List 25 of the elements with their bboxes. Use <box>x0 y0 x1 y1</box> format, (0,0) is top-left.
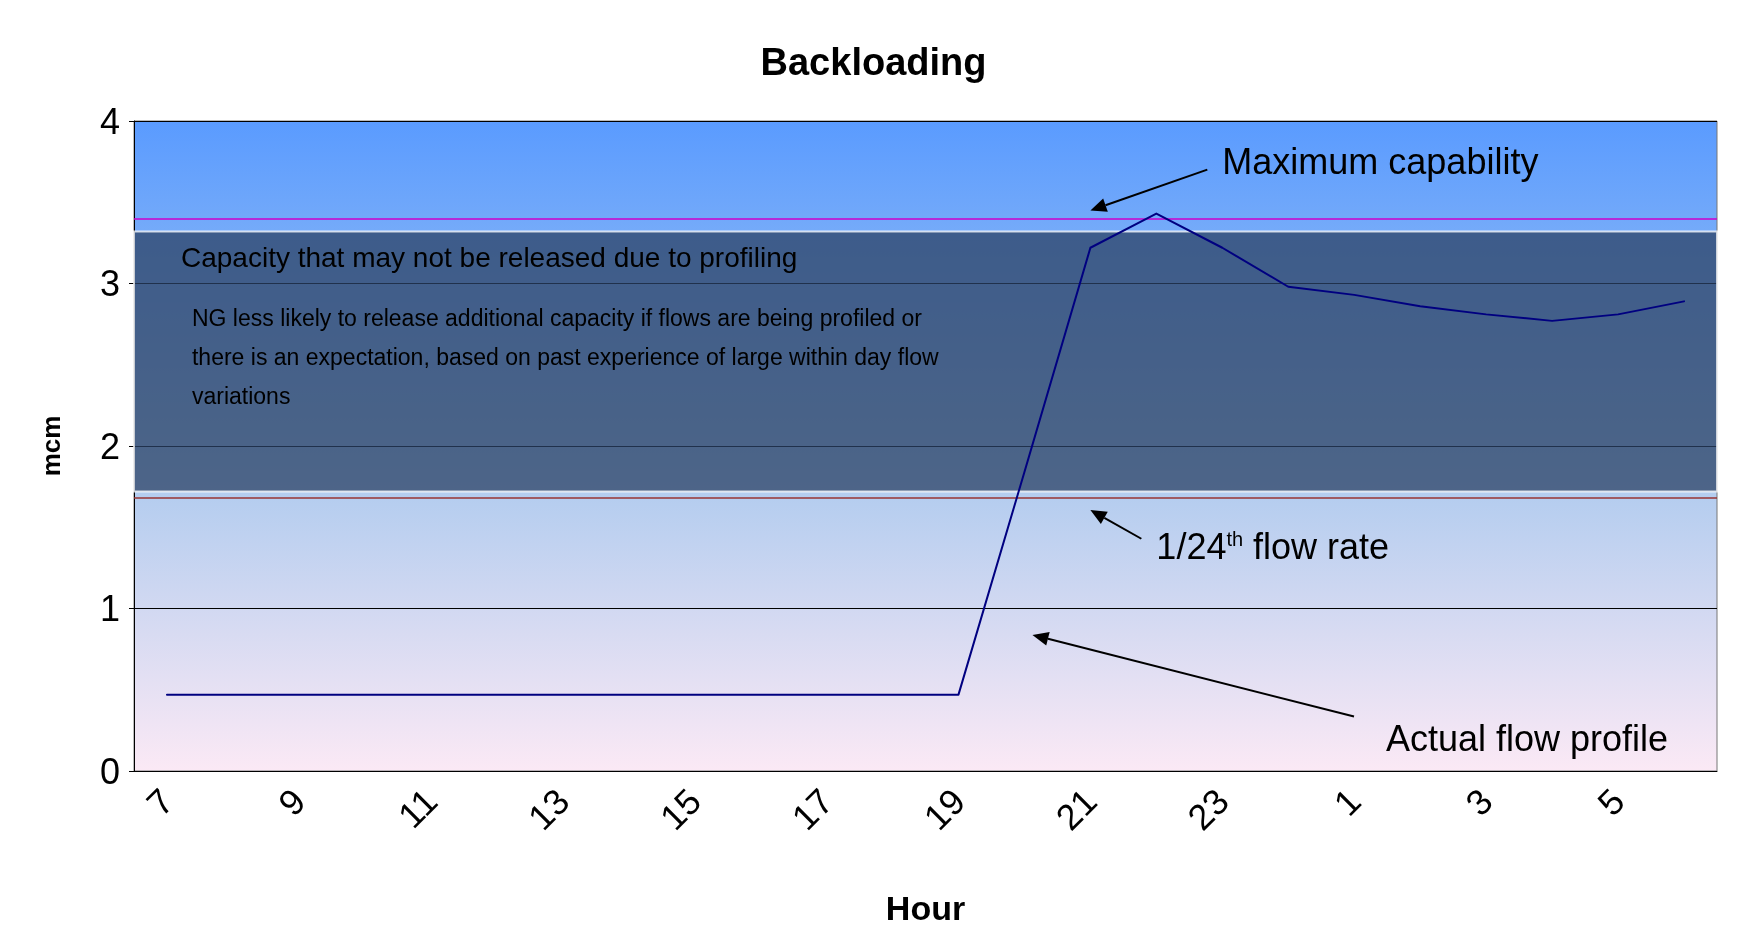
y-tick-label: 0 <box>99 750 120 792</box>
x-tick-label: 19 <box>915 780 973 838</box>
y-tick-label: 1 <box>99 588 120 629</box>
x-tick-label: 21 <box>1047 780 1105 838</box>
chart-title: Backloading <box>760 41 987 83</box>
x-axis-title: Hour <box>885 889 966 927</box>
x-tick-label: 13 <box>519 780 578 838</box>
x-tick-label: 7 <box>138 780 182 824</box>
x-tick-label: 3 <box>1457 780 1501 824</box>
y-tick-label: 4 <box>99 100 120 142</box>
y-tick-label: 3 <box>99 263 120 304</box>
annotation: Actual flow profile <box>1385 718 1669 759</box>
x-tick-label: 11 <box>389 780 446 836</box>
band-label: Capacity that may not be released due to profiling <box>180 242 798 273</box>
x-tick-label: 15 <box>651 780 710 838</box>
annotation: NG less likely to release additional capacity if flows are being profiled or there is an expectation, based on past experience of large within day flow variations <box>191 305 946 409</box>
y-tick-label: 2 <box>99 425 120 467</box>
ref-line-label: Maximum capability <box>1222 141 1539 183</box>
x-tick-label: 17 <box>783 780 842 838</box>
x-tick-label: 1 <box>1325 780 1369 824</box>
x-tick-label: 9 <box>270 780 314 824</box>
x-tick-label: 23 <box>1179 780 1237 838</box>
y-axis-title: mcm <box>36 415 66 477</box>
x-tick-label: 5 <box>1589 780 1633 824</box>
line-series <box>165 212 1686 696</box>
